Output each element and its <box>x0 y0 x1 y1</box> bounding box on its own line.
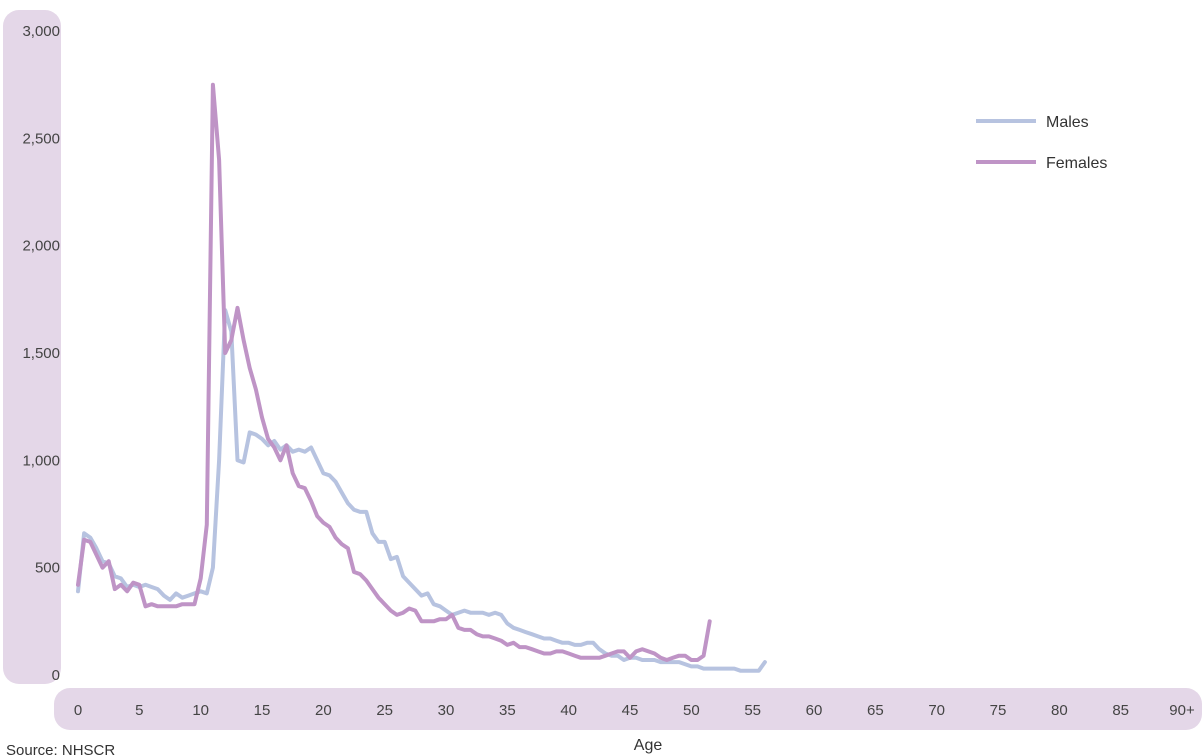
x-tick-label: 85 <box>1112 702 1129 719</box>
x-tick-label: 35 <box>499 702 516 719</box>
x-tick-label: 50 <box>683 702 700 719</box>
series-line-females <box>76 82 712 662</box>
x-tick-label: 55 <box>744 702 761 719</box>
y-tick-label: 2,000 <box>22 238 60 255</box>
x-tick-label: 90+ <box>1169 702 1195 719</box>
source-note: Source: NHSCR <box>6 742 115 755</box>
y-tick-label: 3,000 <box>22 23 60 40</box>
x-tick-label: 75 <box>990 702 1007 719</box>
legend-label-males: Males <box>1046 114 1089 131</box>
x-axis-title: Age <box>634 737 663 754</box>
x-tick-label: 10 <box>192 702 209 719</box>
x-tick-label: 15 <box>254 702 271 719</box>
x-tick-label: 25 <box>376 702 393 719</box>
y-tick-label: 1,500 <box>22 345 60 362</box>
x-tick-label: 70 <box>928 702 945 719</box>
y-axis-band <box>3 10 61 684</box>
x-tick-label: 60 <box>806 702 823 719</box>
x-axis-ticks: 0 5 10 15 20 25 30 35 40 45 50 55 60 65 70 75 80 85 90+ <box>74 702 1195 719</box>
x-tick-label: 5 <box>135 702 143 719</box>
x-tick-label: 20 <box>315 702 332 719</box>
x-axis-band <box>54 688 1202 730</box>
y-tick-label: 2,500 <box>22 130 60 147</box>
y-tick-label: 0 <box>52 667 60 684</box>
x-tick-label: 30 <box>438 702 455 719</box>
x-tick-label: 40 <box>560 702 577 719</box>
x-tick-label: 0 <box>74 702 82 719</box>
series-line-males <box>76 308 767 673</box>
x-tick-label: 65 <box>867 702 884 719</box>
y-tick-label: 500 <box>35 560 60 577</box>
y-tick-label: 1,000 <box>22 452 60 469</box>
legend-label-females: Females <box>1046 155 1107 172</box>
x-tick-label: 80 <box>1051 702 1068 719</box>
series-lines <box>76 82 767 673</box>
x-tick-label: 45 <box>622 702 639 719</box>
y-axis-ticks: 0 500 1,000 1,500 2,000 2,500 3,000 <box>22 23 60 684</box>
legend: Males Females <box>976 114 1107 172</box>
